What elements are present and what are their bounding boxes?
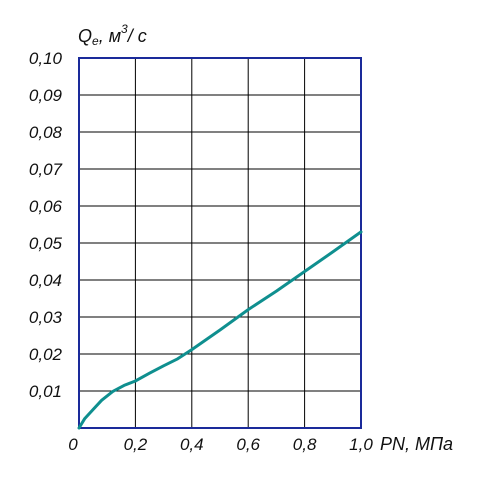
grid-lines bbox=[79, 58, 361, 428]
y-tick-label: 0,08 bbox=[29, 123, 63, 142]
y-title-subscript: e bbox=[92, 34, 99, 48]
y-axis-title: Qe, м3/ с bbox=[78, 22, 147, 48]
y-tick-label: 0,07 bbox=[29, 160, 63, 179]
y-tick-label: 0,02 bbox=[29, 345, 63, 364]
y-tick-label: 0,10 bbox=[29, 49, 63, 68]
x-tick-label: 0,6 bbox=[236, 435, 260, 454]
x-tick-label: 0,8 bbox=[293, 435, 317, 454]
x-axis-title: PN, МПа bbox=[380, 434, 453, 454]
y-title-unit-denominator: / с bbox=[126, 26, 147, 46]
y-tick-label: 0,05 bbox=[29, 234, 63, 253]
series-line-0 bbox=[77, 230, 363, 430]
y-title-superscript: 3 bbox=[121, 22, 128, 36]
series-group bbox=[77, 230, 363, 430]
x-tick-label: 0 bbox=[68, 435, 78, 454]
x-tick-label: 0,4 bbox=[180, 435, 204, 454]
y-tick-label: 0,09 bbox=[29, 86, 63, 105]
y-tick-labels: 0,01 0,02 0,03 0,04 0,05 0,06 0,07 0,08 0,09 0,10 bbox=[29, 49, 63, 401]
y-title-unit: , м bbox=[99, 26, 121, 46]
x-tick-labels: 0 0,2 0,4 0,6 0,8 1,0 bbox=[68, 435, 373, 454]
y-tick-label: 0,06 bbox=[29, 197, 63, 216]
x-tick-label: 1,0 bbox=[349, 435, 373, 454]
plot-frame bbox=[78, 57, 362, 429]
y-tick-label: 0,01 bbox=[29, 382, 62, 401]
y-title-symbol: Q bbox=[78, 26, 92, 46]
x-tick-label: 0,2 bbox=[124, 435, 148, 454]
y-tick-label: 0,03 bbox=[29, 308, 63, 327]
y-tick-label: 0,04 bbox=[29, 271, 62, 290]
